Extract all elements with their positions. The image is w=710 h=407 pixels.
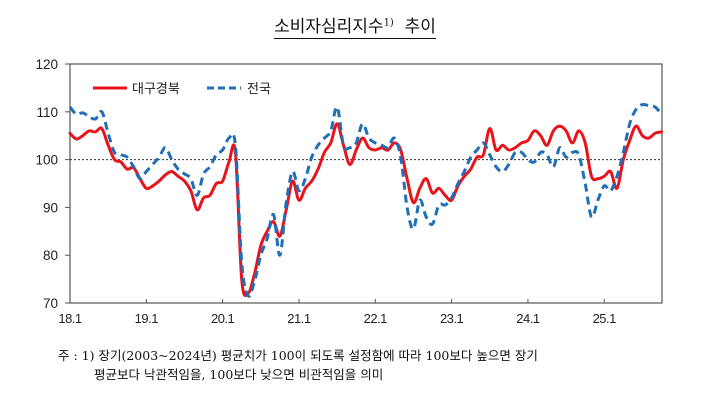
y-tick-label: 100 — [35, 153, 58, 168]
chart-title-text: 소비자심리지수 — [274, 17, 384, 37]
series-daegu-gyeongbuk-line — [68, 122, 663, 297]
y-tick-label: 90 — [43, 200, 58, 215]
x-tick-label: 22.1 — [364, 311, 388, 326]
x-tick-label: 23.1 — [440, 311, 464, 326]
legend-label-daegu-gyeongbuk: 대구경북 — [132, 82, 180, 97]
x-tick-label: 21.1 — [287, 311, 311, 326]
footnote-line-2: 평균보다 낙관적임을, 100보다 낮으면 비관적임을 의미 — [94, 367, 384, 382]
x-axis: 18.1 19.1 20.1 21.1 22.1 23.1 24.1 25.1 — [58, 299, 617, 326]
y-tick-label: 120 — [35, 57, 58, 72]
title-footnote-mark: 1) — [383, 17, 394, 29]
y-axis: 70 80 90 100 110 120 — [35, 57, 70, 311]
x-tick-label: 19.1 — [135, 311, 159, 326]
legend-label-national: 전국 — [247, 82, 271, 97]
y-tick-label: 80 — [43, 248, 58, 263]
legend: 대구경북 전국 — [93, 82, 271, 97]
x-tick-label: 24.1 — [516, 311, 540, 326]
footnote: 주 : 1) 장기(2003~2024년) 평균치가 100이 되도록 설정함에… — [58, 346, 698, 384]
y-tick-label: 70 — [43, 296, 58, 311]
line-chart: 70 80 90 100 110 120 18.1 19.1 20.1 21.1 22.1 23.1… — [35, 57, 663, 326]
plot-frame — [69, 63, 663, 304]
x-tick-label: 20.1 — [211, 311, 235, 326]
footnote-line-1: 주 : 1) 장기(2003~2024년) 평균치가 100이 되도록 설정함에… — [58, 348, 538, 363]
chart-title-suffix: 추이 — [404, 17, 436, 37]
x-tick-label: 25.1 — [593, 311, 617, 326]
y-tick-label: 110 — [36, 105, 58, 120]
series-national-line — [68, 102, 663, 298]
chart-title: 소비자심리지수1) 추이 — [0, 12, 710, 39]
x-tick-label: 18.1 — [58, 311, 82, 326]
